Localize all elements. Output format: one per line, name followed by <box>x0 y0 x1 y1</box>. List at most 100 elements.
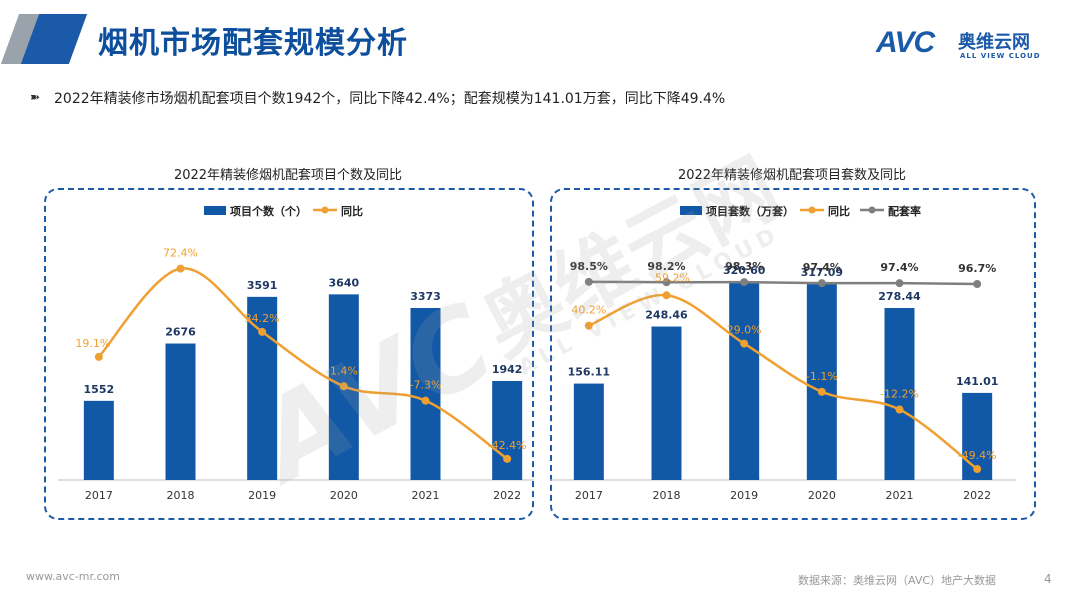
yoy-point <box>895 405 904 414</box>
bar-label: 248.46 <box>645 309 688 322</box>
x-tick-label: 2018 <box>653 489 681 502</box>
bar-2021 <box>884 308 915 480</box>
rate-point <box>584 277 593 286</box>
rate-line <box>588 280 978 286</box>
bar-label: 141.01 <box>956 375 998 388</box>
bar-2019 <box>729 281 760 480</box>
legend-bar-label: 项目个数（个） <box>230 204 307 218</box>
yoy-label: 72.4% <box>163 247 198 260</box>
x-tick-label: 2018 <box>167 489 195 502</box>
yoy-label: -1.1% <box>806 370 838 383</box>
yoy-label: 29.0% <box>727 324 762 337</box>
chart2-svg: 项目套数（万套） 同比 配套率 156.11 248.46 320.60 317.09 278… <box>550 204 1016 502</box>
bar-label: 278.44 <box>878 290 921 303</box>
bar-2017 <box>573 383 604 480</box>
yoy-label: 59.2% <box>655 271 690 284</box>
footer-source: 数据来源：奥维云网（AVC）地产大数据 <box>798 574 997 587</box>
chart1-panel <box>44 188 534 520</box>
bar-2018 <box>651 326 682 480</box>
logo-en-text: ALL VIEW CLOUD <box>960 52 1041 60</box>
chart1-title: 2022年精装修烟机配套项目个数及同比 <box>173 168 403 183</box>
yoy-label: -42.4% <box>488 439 527 452</box>
rate-label: 97.4% <box>803 261 841 274</box>
yoy-point <box>258 327 267 336</box>
logo-cn-text: 奥维云网 <box>958 32 1030 53</box>
legend-line-marker <box>808 206 816 214</box>
bar-2021 <box>410 307 441 480</box>
yoy-label: 1.4% <box>330 364 358 377</box>
yoy-label: 40.2% <box>571 304 606 317</box>
footer-website: www.avc-mr.com <box>26 570 120 583</box>
bar-label: 3591 <box>247 279 278 292</box>
legend-line-label: 同比 <box>341 204 363 218</box>
rate-point <box>662 278 671 287</box>
bar-2017 <box>83 400 114 480</box>
bar-2020 <box>806 284 837 480</box>
avc-logo: AVC 奥维云网 ALL VIEW CLOUD <box>876 26 1046 66</box>
yoy-point <box>973 465 982 474</box>
rate-point <box>817 279 826 288</box>
legend-bar-label: 项目套数（万套） <box>706 204 794 218</box>
x-tick-label: 2020 <box>808 489 836 502</box>
yoy-point <box>503 454 512 463</box>
bar-2018 <box>165 343 196 480</box>
yoy-point <box>817 387 826 396</box>
yoy-point <box>176 264 185 273</box>
x-tick-label: 2022 <box>493 489 521 502</box>
yoy-point <box>740 339 749 348</box>
bar-2022 <box>492 380 523 480</box>
yoy-line <box>97 267 508 460</box>
page-title: 烟机市场配套规模分析 <box>98 26 408 61</box>
rate-label: 97.4% <box>880 261 918 274</box>
bar-label: 320.60 <box>723 264 766 277</box>
x-tick-label: 2021 <box>886 489 914 502</box>
bar-2019 <box>247 296 278 480</box>
yoy-point <box>584 321 593 330</box>
legend-line-marker <box>868 206 876 214</box>
logo-avc-text: AVC <box>876 26 935 59</box>
rate-point <box>973 280 982 288</box>
bar-label: 3640 <box>329 276 360 289</box>
yoy-point <box>339 382 348 391</box>
summary-text: 2022年精装修市场烟机配套项目个数1942个，同比下降42.4%；配套规模为1… <box>54 91 726 107</box>
legend-line-label: 配套率 <box>888 204 921 218</box>
yoy-label: 34.2% <box>245 312 280 325</box>
bar-label: 1942 <box>492 363 523 376</box>
bullet-arrow-icon: ➽ <box>30 90 41 104</box>
legend-bar-swatch <box>680 206 702 215</box>
yoy-label: 19.1% <box>75 337 110 350</box>
yoy-label: -12.2% <box>880 388 919 401</box>
yoy-line <box>588 294 978 471</box>
rate-point <box>895 279 904 288</box>
legend-line-marker <box>321 206 329 214</box>
chart2-title: 2022年精装修烟机配套项目套数及同比 <box>677 168 907 183</box>
rate-label: 96.7% <box>958 262 996 275</box>
rate-point <box>740 278 749 287</box>
bar-label: 156.11 <box>568 366 610 379</box>
rate-label: 98.3% <box>725 260 763 273</box>
page-number: 4 <box>1044 572 1052 586</box>
x-tick-label: 2021 <box>412 489 440 502</box>
x-tick-label: 2022 <box>963 489 991 502</box>
bar-label: 3373 <box>410 290 441 303</box>
rate-label: 98.5% <box>570 260 608 273</box>
x-tick-label: 2019 <box>248 489 276 502</box>
chart2-panel <box>550 188 1036 520</box>
rate-label: 98.2% <box>647 260 685 273</box>
yoy-point <box>421 396 430 405</box>
legend-line-label: 同比 <box>828 204 850 218</box>
bar-label: 1552 <box>84 383 115 396</box>
yoy-point <box>94 352 103 361</box>
chart1-svg: 项目个数（个） 同比 1552 2676 3591 3640 3373 1942 2017 201… <box>58 204 534 502</box>
x-tick-label: 2017 <box>575 489 603 502</box>
yoy-point <box>662 291 671 300</box>
legend-bar-swatch <box>204 206 226 215</box>
x-tick-label: 2020 <box>330 489 358 502</box>
x-tick-label: 2019 <box>730 489 758 502</box>
x-tick-label: 2017 <box>85 489 113 502</box>
yoy-label: -49.4% <box>958 449 997 462</box>
yoy-label: -7.3% <box>410 379 442 392</box>
bar-label: 2676 <box>165 326 196 339</box>
bar-label: 317.09 <box>801 266 843 279</box>
